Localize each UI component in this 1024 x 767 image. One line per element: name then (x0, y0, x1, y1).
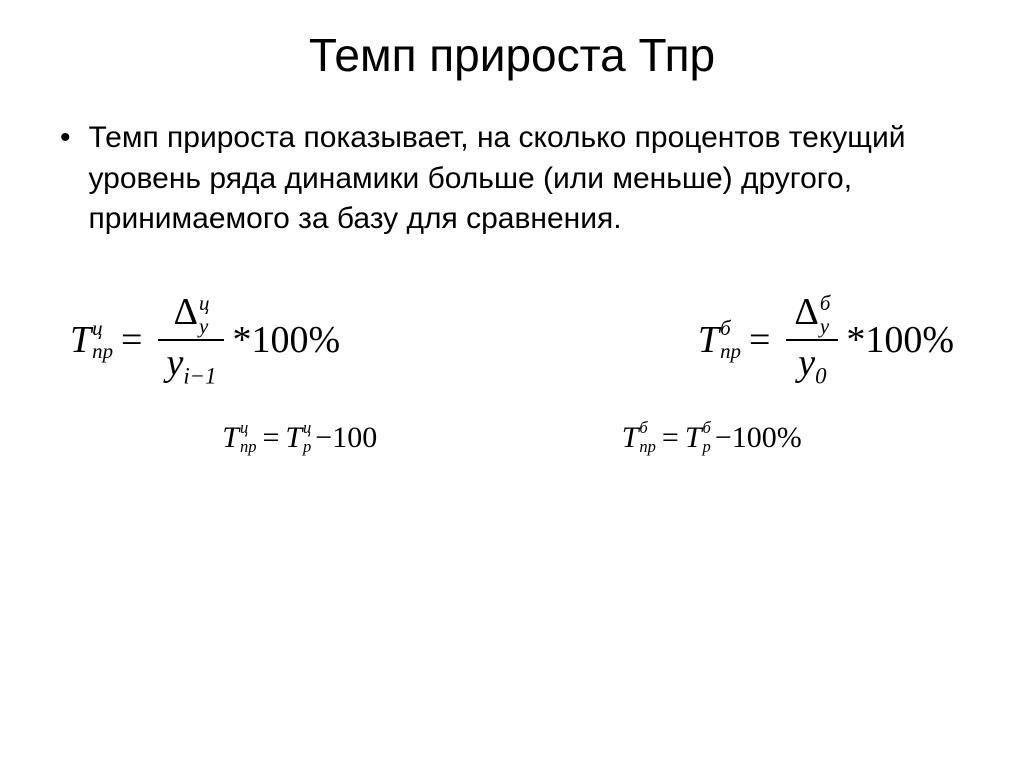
slide: Темп прироста Тпр • Темп прироста показы… (0, 0, 1024, 767)
formula-top-right: T б np = Δбy y0 *100% (698, 290, 954, 391)
denominator: yi−1 (158, 341, 224, 391)
denominator: y0 (790, 341, 834, 391)
formula-bot-right: T б np = T б p −100% (622, 420, 802, 455)
sym-T: T (685, 421, 702, 455)
body-text: Темп прироста показывает, на сколько про… (89, 118, 964, 240)
eq: = (262, 421, 279, 455)
sub: y (820, 316, 831, 337)
sub: p (703, 439, 711, 456)
subsup: б np (639, 420, 656, 455)
times-100: *100% (232, 318, 340, 362)
y: y (798, 342, 815, 384)
sym-T: T (285, 421, 302, 455)
bullet-icon: • (60, 118, 71, 240)
body-paragraph: • Темп прироста показывает, на сколько п… (60, 118, 964, 240)
sym-T: T (698, 318, 719, 362)
slide-title: Темп прироста Тпр (60, 28, 964, 82)
sup: ц (303, 420, 311, 437)
sup: ц (199, 293, 209, 314)
subsup: ц np (92, 318, 113, 362)
minus-100: −100% (715, 421, 802, 455)
sup: б (720, 318, 741, 339)
sup: ц (240, 420, 257, 437)
sub: 0 (815, 363, 826, 388)
times-100: *100% (846, 318, 954, 362)
sub: np (92, 341, 113, 362)
subsup: ц np (240, 420, 257, 455)
formula-bot-left: T ц np = T ц p −100 (222, 420, 377, 455)
subsup: ц p (303, 420, 311, 455)
sub: np (720, 341, 741, 362)
numerator: Δбy (786, 290, 838, 339)
subsup: цy (199, 293, 209, 337)
eq: = (749, 318, 770, 362)
sub: p (303, 439, 311, 456)
sym-T: T (70, 318, 91, 362)
subsup: бy (820, 293, 831, 337)
delta: Δ (174, 291, 198, 333)
minus-100: −100 (315, 421, 377, 455)
formulas-row-top: T ц np = Δцy yi−1 *100% T б np (70, 290, 954, 391)
eq: = (662, 421, 679, 455)
fraction: Δцy yi−1 (158, 290, 224, 391)
eq: = (121, 318, 142, 362)
sup: б (639, 420, 656, 437)
formulas-row-bottom: T ц np = T ц p −100 T б np = T б p (100, 420, 924, 455)
sub: np (639, 439, 656, 456)
formula-top-left: T ц np = Δцy yi−1 *100% (70, 290, 340, 391)
sym-T: T (622, 421, 639, 455)
numerator: Δцy (166, 290, 218, 339)
subsup: б p (703, 420, 711, 455)
fraction: Δбy y0 (786, 290, 838, 391)
y: y (166, 342, 183, 384)
subsup: б np (720, 318, 741, 362)
delta: Δ (794, 291, 818, 333)
sub: y (199, 316, 209, 337)
sym-T: T (222, 421, 239, 455)
sup: ц (92, 318, 113, 339)
sup: б (820, 293, 831, 314)
sub: i−1 (183, 363, 216, 388)
sup: б (703, 420, 711, 437)
sub: np (240, 439, 257, 456)
